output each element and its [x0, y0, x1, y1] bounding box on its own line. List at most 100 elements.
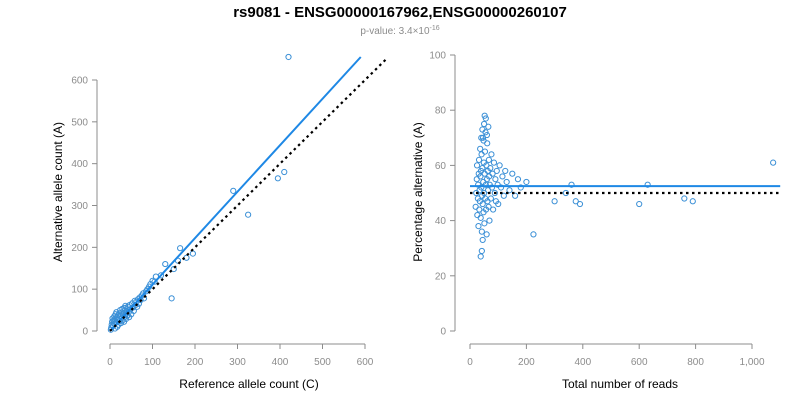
right-data-point — [572, 198, 579, 205]
right-data-point — [490, 159, 498, 166]
right-data-point — [681, 195, 688, 202]
left-y-tick-label: 400 — [71, 159, 88, 170]
right-data-point — [482, 181, 489, 188]
left-y-tick-label: 0 — [82, 327, 88, 338]
left-x-tick-label: 600 — [357, 357, 374, 368]
right-data-point — [576, 200, 584, 208]
left-data-point — [189, 250, 196, 257]
right-data-point — [489, 170, 496, 177]
left-data-point — [230, 187, 237, 194]
right-data-point — [475, 156, 483, 163]
right-data-point — [490, 206, 497, 213]
left-x-tick-label: 200 — [187, 357, 204, 368]
right-data-point — [493, 167, 500, 175]
right-x-axis-label: Total number of reads — [562, 377, 678, 391]
right-data-point — [506, 187, 513, 194]
left-data-point — [162, 260, 169, 268]
left-data-point — [281, 168, 288, 176]
right-data-point — [503, 178, 510, 186]
right-data-point — [479, 126, 486, 133]
left-x-tick-label: 400 — [272, 357, 289, 368]
figure-title: rs9081 - ENSG00000167962,ENSG00000260107 — [233, 4, 567, 21]
left-fit-line — [109, 56, 362, 332]
right-data-point — [492, 176, 499, 183]
left-data-point — [168, 295, 175, 302]
left-data-point — [245, 211, 252, 218]
right-data-point — [478, 134, 485, 141]
right-y-tick-label: 40 — [435, 216, 447, 227]
left-data-point — [274, 175, 281, 182]
left-x-tick-label: 300 — [229, 357, 246, 368]
right-y-tick-label: 100 — [429, 51, 446, 62]
right-data-point — [644, 181, 651, 188]
right-y-axis-label: Percentage alternative (A) — [411, 122, 425, 261]
right-data-point — [485, 203, 492, 210]
p-value-exponent: -16 — [430, 25, 440, 32]
right-data-point — [478, 184, 485, 191]
right-y-tick-label: 20 — [435, 271, 447, 282]
right-data-point — [477, 214, 484, 221]
right-data-point — [472, 203, 479, 210]
left-y-tick-label: 200 — [71, 243, 88, 254]
right-data-point — [476, 206, 483, 213]
right-x-tick-label: 600 — [631, 357, 648, 368]
left-data-point — [140, 295, 148, 302]
right-data-point — [485, 123, 492, 130]
left-data-point — [285, 53, 292, 61]
right-data-point — [474, 211, 481, 219]
right-data-point — [500, 192, 507, 199]
right-data-point — [689, 198, 696, 205]
right-data-point — [523, 178, 530, 186]
right-y-tick-label: 60 — [435, 161, 447, 172]
right-data-point — [485, 156, 492, 163]
left-x-axis-label: Reference allele count (C) — [179, 377, 318, 391]
right-data-point — [512, 192, 519, 199]
right-data-point — [770, 159, 777, 166]
right-data-point — [568, 181, 575, 188]
right-x-tick-label: 400 — [574, 357, 591, 368]
left-x-tick-label: 500 — [314, 357, 331, 368]
left-data-point — [130, 307, 137, 315]
right-data-point — [481, 112, 488, 119]
left-y-axis-label: Alternative allele count (A) — [51, 122, 65, 262]
left-data-point — [177, 245, 184, 252]
right-data-point — [478, 228, 485, 235]
right-data-point — [477, 253, 484, 260]
right-data-point — [481, 148, 489, 155]
left-data-point — [170, 265, 177, 273]
right-y-tick-label: 0 — [440, 327, 446, 338]
right-data-point — [483, 231, 490, 238]
right-data-point — [481, 120, 488, 128]
right-data-point — [499, 173, 506, 180]
left-x-tick-label: 100 — [144, 357, 161, 368]
right-data-point — [636, 200, 643, 208]
left-y-tick-label: 100 — [71, 285, 88, 296]
right-data-point — [551, 198, 558, 205]
right-data-point — [484, 140, 491, 147]
right-data-point — [530, 231, 537, 238]
right-data-point — [491, 189, 498, 197]
allele-count-panel: Reference allele count (C) Alternative a… — [51, 53, 388, 391]
right-data-point — [509, 170, 516, 177]
right-data-point — [495, 200, 502, 208]
right-data-point — [517, 184, 524, 191]
right-data-point — [497, 184, 505, 191]
right-x-tick-label: 800 — [687, 357, 704, 368]
right-data-point — [475, 223, 482, 230]
left-y-tick-label: 600 — [71, 76, 88, 87]
right-data-point — [488, 184, 496, 191]
right-data-point — [482, 115, 489, 122]
right-data-point — [473, 176, 480, 183]
right-data-point — [483, 131, 491, 139]
left-reference-line — [109, 58, 388, 332]
left-data-point — [157, 272, 165, 279]
left-y-tick-label: 300 — [71, 201, 88, 212]
right-data-point — [478, 151, 485, 158]
right-data-point — [496, 162, 503, 169]
right-data-point — [514, 176, 522, 183]
right-data-point — [477, 145, 484, 152]
percentage-panel: Total number of reads Percentage alterna… — [411, 51, 781, 391]
right-data-point — [473, 162, 481, 169]
right-data-point — [478, 247, 485, 255]
